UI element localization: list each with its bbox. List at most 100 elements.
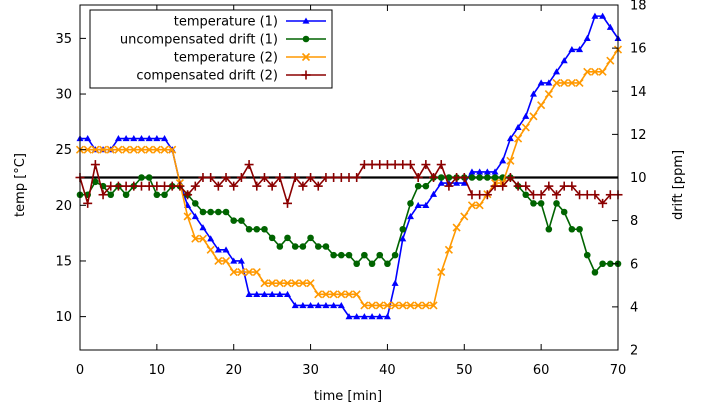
data-point xyxy=(391,279,399,286)
data-point xyxy=(360,313,368,320)
data-point xyxy=(314,301,322,309)
data-point xyxy=(138,174,145,181)
data-point xyxy=(545,79,553,86)
data-point xyxy=(253,225,261,233)
legend-marker xyxy=(302,17,310,24)
y-tick-label: 25 xyxy=(55,143,72,158)
data-point xyxy=(222,246,230,253)
data-point xyxy=(283,279,292,288)
data-point xyxy=(599,12,607,19)
data-point xyxy=(499,157,507,164)
data-point xyxy=(430,190,438,197)
data-point xyxy=(422,182,430,190)
data-point xyxy=(260,279,269,288)
data-point xyxy=(367,301,377,310)
data-point xyxy=(238,217,245,224)
data-point xyxy=(161,135,169,142)
data-point xyxy=(329,173,339,182)
data-point xyxy=(122,191,130,199)
x-tick-label: 0 xyxy=(76,363,84,378)
data-point xyxy=(421,160,431,170)
data-point xyxy=(521,181,531,191)
data-point xyxy=(252,268,261,277)
data-point xyxy=(145,174,153,181)
data-point xyxy=(207,235,215,242)
data-point xyxy=(153,191,161,199)
data-point xyxy=(591,12,599,19)
data-point xyxy=(560,208,568,216)
data-point xyxy=(590,190,600,200)
data-point xyxy=(536,190,546,200)
data-point xyxy=(552,190,562,200)
data-point xyxy=(284,234,291,242)
legend-label: uncompensated drift (1) xyxy=(120,33,278,48)
data-point xyxy=(391,301,400,310)
data-point xyxy=(399,235,407,242)
y2-tick-label: 8 xyxy=(630,214,638,229)
data-point xyxy=(352,290,361,299)
data-point xyxy=(153,135,161,142)
data-point xyxy=(237,257,245,264)
data-point xyxy=(160,181,170,191)
y-tick-label: 35 xyxy=(55,32,72,47)
data-point xyxy=(545,225,553,233)
data-point xyxy=(199,208,207,216)
data-point xyxy=(475,190,485,200)
data-point xyxy=(529,112,538,121)
data-point xyxy=(113,181,123,191)
data-point xyxy=(437,268,446,277)
data-point xyxy=(605,190,615,200)
data-point xyxy=(230,217,238,224)
data-point xyxy=(221,256,231,266)
y-tick-label: 10 xyxy=(55,310,72,325)
y2-tick-label: 14 xyxy=(630,85,647,100)
data-point xyxy=(83,145,92,154)
data-point xyxy=(583,34,591,42)
data-point xyxy=(436,160,446,170)
data-point xyxy=(306,279,315,288)
data-point xyxy=(376,313,384,320)
data-point xyxy=(429,173,439,182)
y-tick-label: 20 xyxy=(55,199,72,214)
data-point xyxy=(414,201,422,208)
data-point xyxy=(167,181,177,191)
data-point xyxy=(161,191,168,199)
data-point xyxy=(338,251,345,259)
data-point xyxy=(598,198,608,208)
data-point xyxy=(421,301,430,310)
data-point xyxy=(236,173,246,182)
data-point xyxy=(136,181,146,191)
data-point xyxy=(345,313,353,320)
data-point xyxy=(261,225,268,233)
data-point xyxy=(483,168,491,175)
data-point xyxy=(437,174,445,181)
x-tick-label: 30 xyxy=(302,363,319,378)
data-point xyxy=(360,301,369,310)
data-point xyxy=(528,190,538,200)
data-point xyxy=(268,290,276,297)
data-point xyxy=(452,223,461,232)
data-point xyxy=(384,260,391,268)
data-point xyxy=(330,251,337,259)
legend-marker xyxy=(302,35,310,43)
data-point xyxy=(399,225,407,233)
legend: temperature (1) uncompensated drift (1) te… xyxy=(89,9,333,89)
data-point xyxy=(505,173,515,182)
data-point xyxy=(259,173,269,182)
chart-marks xyxy=(75,12,623,320)
data-point xyxy=(567,181,577,191)
data-point xyxy=(267,181,277,191)
x-tick-label: 10 xyxy=(149,363,166,378)
data-point xyxy=(606,23,614,30)
data-point xyxy=(530,200,537,207)
data-point xyxy=(575,190,585,200)
y2-tick-label: 16 xyxy=(630,42,647,57)
data-point xyxy=(537,101,546,110)
data-point xyxy=(476,174,483,181)
x-tick-label: 40 xyxy=(379,363,396,378)
data-point xyxy=(183,212,192,221)
data-point xyxy=(491,168,499,175)
data-point xyxy=(307,301,315,309)
data-point xyxy=(214,256,223,266)
data-point xyxy=(198,234,208,243)
